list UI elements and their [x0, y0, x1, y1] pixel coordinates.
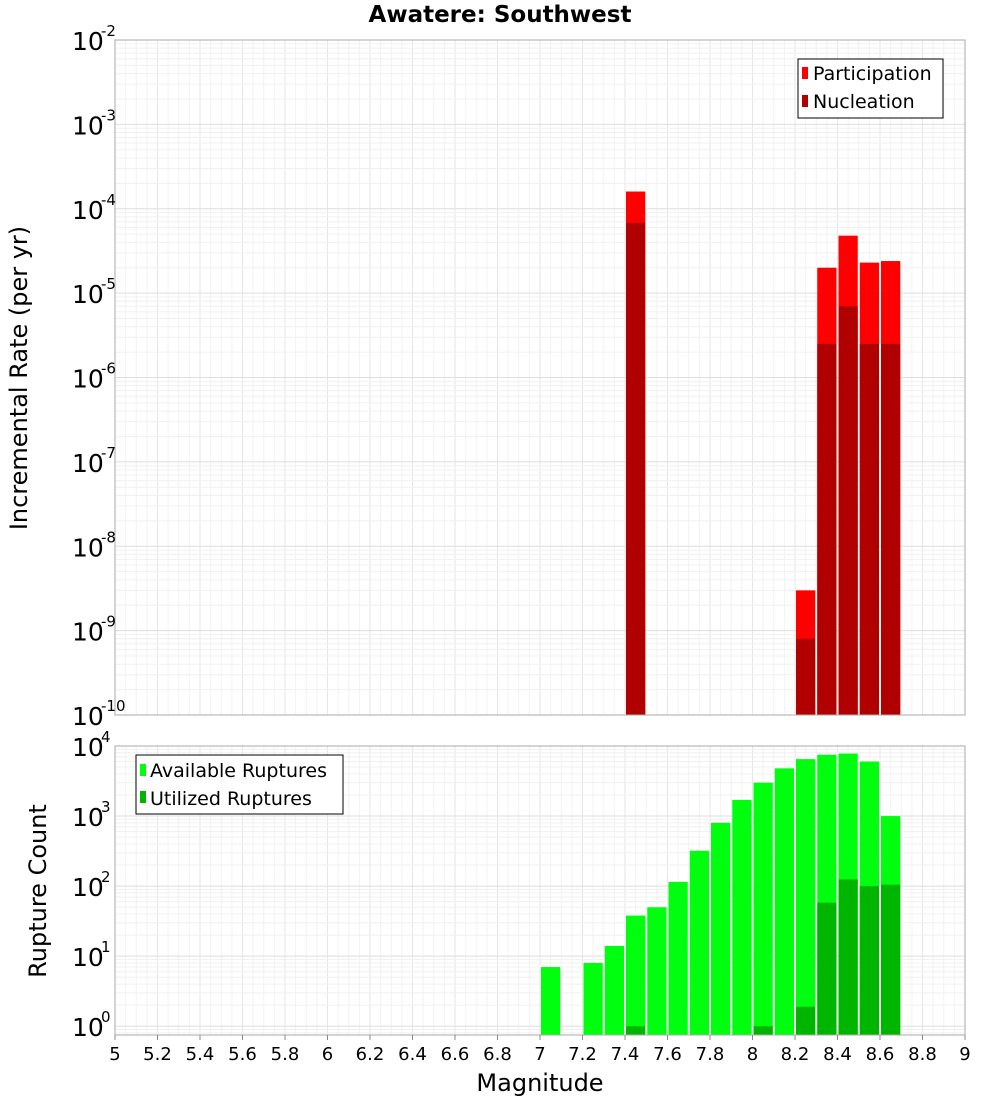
x-tick-label: 6.6	[441, 1044, 470, 1065]
count-bar-b	[859, 886, 879, 1035]
x-tick-label: 5.4	[186, 1044, 215, 1065]
count-bars	[541, 753, 901, 1035]
count-bar-b	[753, 1026, 773, 1035]
y-tick-exponent: -2	[101, 22, 116, 40]
x-tick-label: 8.2	[781, 1044, 810, 1065]
rate-grid	[114, 39, 966, 716]
y-tick-exponent: -4	[101, 191, 116, 209]
count-bar-b	[796, 1006, 816, 1035]
rate-plot-border	[114, 39, 966, 716]
rate-bar-b	[838, 306, 858, 715]
x-tick-label: 7.6	[653, 1044, 682, 1065]
x-tick-label: 7	[534, 1044, 545, 1065]
x-tick-label: 6.4	[398, 1044, 427, 1065]
x-tick-label: 8.4	[823, 1044, 852, 1065]
rate-bar-b	[859, 343, 879, 715]
count-bar-b	[881, 884, 901, 1035]
rate-bar-b	[626, 222, 646, 715]
x-tick-label: 7.4	[611, 1044, 640, 1065]
count-bar-a	[604, 945, 624, 1035]
count-bar-a	[732, 799, 752, 1035]
y-tick-label: 10	[72, 365, 104, 394]
y-tick-label: 10	[72, 733, 104, 762]
count-bar-b	[626, 1026, 646, 1035]
y-tick-exponent: 2	[101, 868, 111, 886]
y-tick-label: 10	[72, 280, 104, 309]
y-tick-exponent: -10	[101, 697, 126, 715]
count-bar-b	[838, 879, 858, 1035]
x-tick-label: 8.6	[866, 1044, 895, 1065]
y-tick-label: 10	[72, 111, 104, 140]
y-tick-exponent: -9	[101, 613, 116, 631]
count-bar-a	[711, 822, 731, 1035]
y-tick-label: 10	[72, 943, 104, 972]
x-tick-label: 7.2	[568, 1044, 597, 1065]
y-tick-exponent: -8	[101, 528, 116, 546]
count-bar-a	[541, 967, 561, 1035]
y-tick-label: 10	[72, 449, 104, 478]
count-bar-a	[774, 768, 794, 1035]
legend-label-available: Available Ruptures	[150, 760, 327, 782]
x-tick-label: 8	[747, 1044, 758, 1065]
count-bar-a	[753, 782, 773, 1035]
y-tick-label: 10	[72, 27, 104, 56]
rate-bar-b	[817, 343, 837, 715]
rate-bar-b	[881, 343, 901, 715]
y-tick-exponent: 4	[101, 728, 111, 746]
count-bar-a	[647, 907, 667, 1035]
x-tick-label: 6	[322, 1044, 333, 1065]
y-tick-label: 10	[72, 873, 104, 902]
y-tick-exponent: -3	[101, 106, 116, 124]
x-tick-label: 9	[959, 1044, 970, 1065]
x-axis-label: Magnitude	[476, 1069, 603, 1097]
y-tick-exponent: -7	[101, 444, 116, 462]
x-tick-label: 6.8	[483, 1044, 512, 1065]
count-bar-a	[689, 850, 709, 1035]
count-bar-a	[796, 759, 816, 1035]
rate-bars	[626, 191, 901, 716]
x-axis-ticks: 5 5.2 5.4 5.6 5.8 6 6.2 6.4 6.6 6.8 7 7.2 7.4 7.6 7.8 8…	[109, 1035, 971, 1065]
y-tick-label: 10	[72, 803, 104, 832]
x-tick-label: 5	[109, 1044, 120, 1065]
count-bar-a	[626, 915, 646, 1035]
count-bar-a	[583, 962, 603, 1035]
x-tick-label: 5.6	[228, 1044, 257, 1065]
y-tick-exponent: -6	[101, 360, 116, 378]
legend-swatch-utilized	[140, 791, 146, 803]
legend-swatch-available	[140, 764, 146, 776]
count-bar-a	[668, 881, 688, 1035]
y-tick-exponent: 3	[101, 798, 111, 816]
y-tick-label: 10	[72, 1013, 104, 1042]
y-tick-exponent: 1	[101, 938, 111, 956]
y-tick-label: 10	[72, 702, 104, 731]
y-tick-exponent: 0	[101, 1008, 111, 1026]
legend-swatch-nucleation	[802, 95, 808, 107]
y-tick-exponent: -5	[101, 275, 116, 293]
y-tick-label: 10	[72, 618, 104, 647]
y-tick-label: 10	[72, 196, 104, 225]
x-tick-label: 5.2	[143, 1044, 172, 1065]
x-tick-label: 7.8	[696, 1044, 725, 1065]
count-legend: Available Ruptures Utilized Ruptures	[135, 754, 344, 815]
count-bar-b	[817, 902, 837, 1035]
legend-label-nucleation: Nucleation	[813, 91, 915, 113]
x-tick-label: 6.2	[356, 1044, 385, 1065]
x-tick-label: 5.8	[271, 1044, 300, 1065]
rate-bar-b	[796, 638, 816, 715]
count-y-axis-label: Rupture Count	[24, 804, 52, 978]
rate-y-axis-label: Incremental Rate (per yr)	[5, 226, 33, 530]
rate-legend: Participation Nucleation	[797, 58, 944, 119]
legend-swatch-participation	[802, 67, 808, 79]
y-tick-label: 10	[72, 533, 104, 562]
chart-title: Awatere: Southwest	[369, 2, 632, 28]
legend-label-participation: Participation	[813, 63, 932, 85]
legend-label-utilized: Utilized Ruptures	[150, 788, 312, 810]
x-tick-label: 8.8	[908, 1044, 937, 1065]
